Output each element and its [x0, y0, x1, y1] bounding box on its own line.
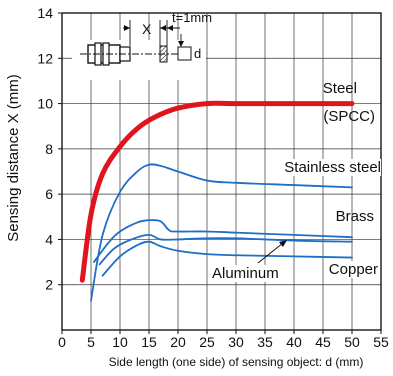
x-dimension-arrow [123, 20, 168, 48]
x-tick-label: 20 [170, 334, 186, 350]
series-line-stainless-steel [90, 163, 353, 302]
x-tick-label: 15 [141, 334, 157, 350]
series-label: (SPCC) [323, 108, 375, 125]
x-tick-label: 45 [315, 334, 331, 350]
x-tick-label: 10 [112, 334, 128, 350]
label-backing [326, 261, 380, 278]
x-dimension-label: X [142, 21, 152, 37]
x-tick-label: 55 [373, 334, 389, 350]
thickness-label: t=1mm [172, 10, 212, 25]
x-axis-label: Side length (one side) of sensing object… [109, 355, 364, 369]
series-label: Steel [323, 80, 357, 97]
y-tick-label: 12 [37, 50, 53, 66]
x-tick-label: 35 [257, 334, 273, 350]
x-tick-label: 40 [286, 334, 302, 350]
series-line-copper [101, 240, 353, 277]
series-label: Stainless steel [284, 159, 381, 176]
label-backing [210, 265, 281, 282]
series-line-steel-spcc [79, 100, 355, 283]
x-tick-label: 30 [228, 334, 244, 350]
sensor-diagram: X t=1mm d [72, 10, 212, 80]
x-tick-label: 25 [199, 334, 215, 350]
y-axis-label: Sensing distance X (mm) [5, 74, 22, 242]
x-tick-label: 5 [87, 334, 95, 350]
y-tick-label: 8 [45, 141, 53, 157]
x-tick-label: 0 [58, 334, 66, 350]
curves [79, 100, 355, 302]
series-labels: Steel (SPCC) Stainless steel Brass Aluminum C… [210, 80, 381, 282]
x-tick-label: 50 [344, 334, 360, 350]
series-line-brass [93, 219, 353, 263]
series-line-aluminum [98, 233, 353, 266]
target-plate-icon [159, 34, 192, 63]
y-tick-label: 14 [37, 5, 53, 21]
label-backing [282, 159, 381, 176]
y-tick-label: 6 [45, 186, 53, 202]
y-tick-label: 2 [45, 277, 53, 293]
series-label: Copper [329, 261, 378, 278]
tick-labels: 0 5 10 15 20 25 30 35 40 45 50 55 2 4 6 8 10 12 14 [37, 5, 389, 350]
y-tick-label: 4 [45, 231, 53, 247]
thickness-arrow [166, 20, 180, 46]
aluminum-leader-arrow [257, 240, 287, 264]
series-label: Brass [336, 208, 374, 225]
y-tick-label: 10 [37, 96, 53, 112]
d-label: d [194, 46, 201, 61]
series-label: Aluminum [212, 265, 279, 282]
sensor-icon [80, 42, 178, 66]
